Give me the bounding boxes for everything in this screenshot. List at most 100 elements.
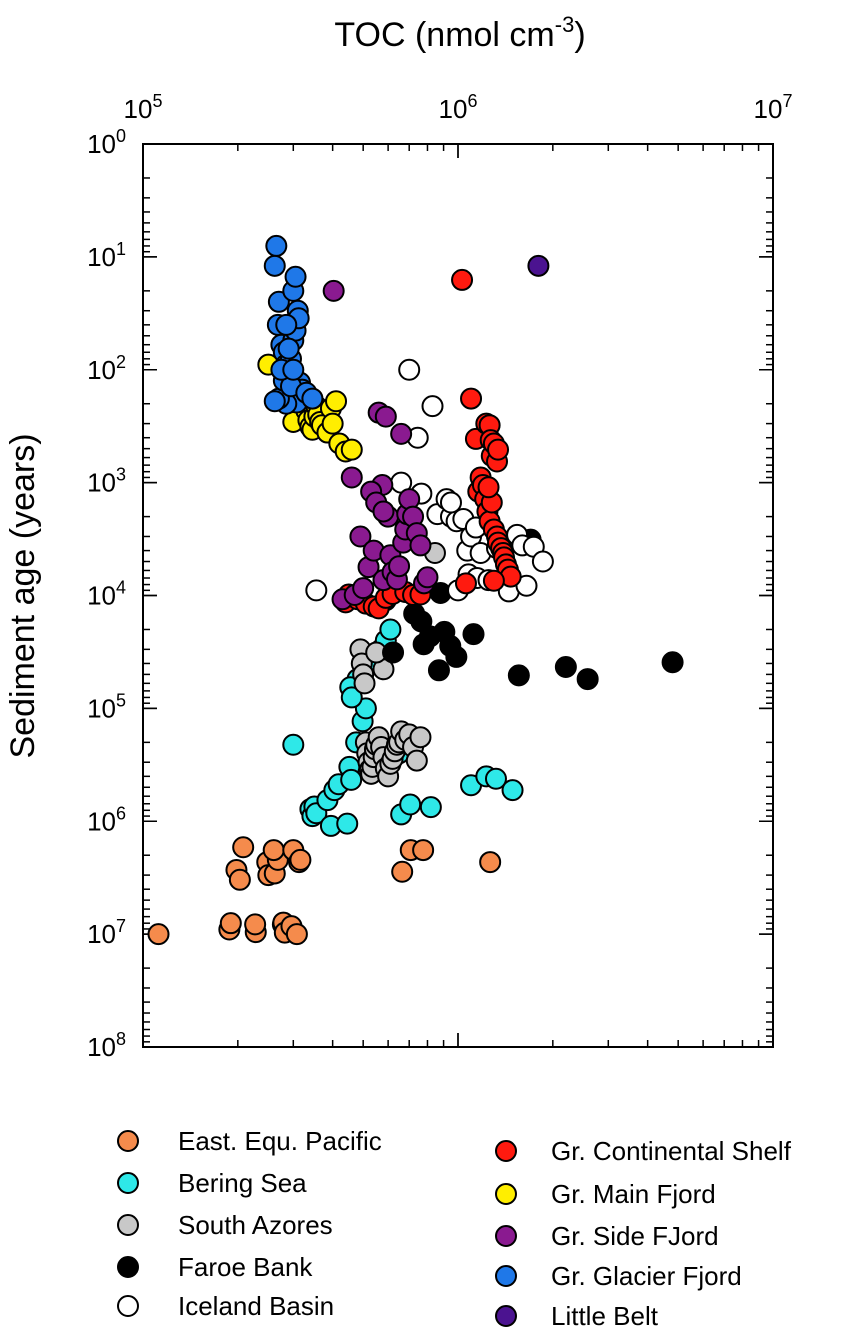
x-axis-title: TOC (nmol cm-3) <box>334 12 585 54</box>
data-point <box>301 387 324 410</box>
data-point <box>352 577 375 600</box>
data-point <box>265 234 288 257</box>
data-point <box>416 566 439 589</box>
data-point <box>262 839 285 862</box>
y-tick-label-exponent: 3 <box>116 465 126 485</box>
data-point <box>661 651 684 674</box>
data-point <box>419 796 442 819</box>
data-point <box>399 793 422 816</box>
legend-label: Gr. Side FJord <box>551 1221 719 1251</box>
y-tick-label-base: 10 <box>87 468 116 498</box>
data-point <box>353 672 376 695</box>
x-tick-label: 105 <box>124 91 163 124</box>
data-point <box>501 779 524 802</box>
data-point <box>340 438 363 461</box>
legend-marker <box>495 1140 517 1162</box>
legend-marker <box>495 1183 517 1205</box>
data-point <box>340 466 363 489</box>
data-point <box>147 923 170 946</box>
y-tick-label: 108 <box>87 1029 126 1062</box>
y-tick-label-exponent: 8 <box>116 1029 126 1049</box>
y-tick-label-base: 10 <box>87 355 116 385</box>
data-point <box>284 265 307 288</box>
data-point <box>285 923 308 946</box>
plot-frame <box>142 143 774 1048</box>
data-point <box>382 641 405 664</box>
data-point <box>349 525 372 548</box>
data-point <box>263 254 286 277</box>
x-tick-label-base: 10 <box>439 94 468 124</box>
legend-marker <box>117 1256 139 1278</box>
y-tick-label-base: 10 <box>87 581 116 611</box>
data-point <box>439 491 462 514</box>
data-point <box>379 618 402 641</box>
y-tick-label-exponent: 0 <box>116 126 126 146</box>
series-6 <box>257 353 363 463</box>
data-point <box>391 860 414 883</box>
data-point <box>277 337 300 360</box>
data-point <box>482 569 505 592</box>
y-tick-label: 101 <box>87 239 126 272</box>
y-tick-label-exponent: 5 <box>116 690 126 710</box>
data-point <box>527 254 550 277</box>
x-tick-label: 107 <box>754 91 793 124</box>
x-axis-title-close: ) <box>574 16 585 54</box>
y-tick-label-base: 10 <box>87 129 116 159</box>
legend-label: Gr. Glacier Fjord <box>551 1261 742 1291</box>
data-point <box>282 733 305 756</box>
legend-label: Iceland Basin <box>178 1291 334 1321</box>
y-tick-label: 106 <box>87 803 126 836</box>
x-tick-label-exponent: 7 <box>782 91 792 111</box>
data-point <box>507 664 530 687</box>
data-point <box>398 358 421 381</box>
data-point <box>374 405 397 428</box>
data-point <box>531 550 554 573</box>
data-points <box>147 234 684 946</box>
data-point <box>421 395 444 418</box>
y-tick-label: 102 <box>87 352 126 385</box>
series-9 <box>527 254 550 277</box>
legend-label: Faroe Bank <box>178 1252 313 1282</box>
y-tick-label: 107 <box>87 916 126 949</box>
y-tick-label-base: 10 <box>87 1032 116 1062</box>
x-tick-label: 106 <box>439 91 478 124</box>
legend-marker <box>495 1225 517 1247</box>
data-point <box>275 313 298 336</box>
data-point <box>554 656 577 679</box>
series-7 <box>322 279 439 611</box>
data-point <box>372 500 395 523</box>
y-tick-label-base: 10 <box>87 693 116 723</box>
y-tick-label-base: 10 <box>87 919 116 949</box>
series-2 <box>349 541 446 788</box>
x-tick-label-exponent: 6 <box>467 91 477 111</box>
data-point <box>451 268 474 291</box>
y-tick-label-exponent: 6 <box>116 803 126 823</box>
data-point <box>305 579 328 602</box>
legend-marker <box>117 1295 139 1317</box>
data-point <box>409 534 432 557</box>
data-point <box>479 851 502 874</box>
y-tick-label: 104 <box>87 578 126 611</box>
data-point <box>263 390 286 413</box>
data-point <box>405 749 428 772</box>
data-point <box>462 623 485 646</box>
data-point <box>228 868 251 891</box>
data-point <box>427 659 450 682</box>
data-point <box>321 412 344 435</box>
series-0 <box>147 836 502 946</box>
y-tick-label: 103 <box>87 465 126 498</box>
data-point <box>477 476 500 499</box>
series-3 <box>374 528 684 691</box>
data-point <box>289 848 312 871</box>
y-tick-label: 100 <box>87 126 126 159</box>
data-point <box>454 572 477 595</box>
data-point <box>219 912 242 935</box>
y-tick-label-exponent: 7 <box>116 916 126 936</box>
legend-label: Little Belt <box>551 1301 659 1331</box>
legend-label: Gr. Main Fjord <box>551 1179 716 1209</box>
legend-label: Bering Sea <box>178 1168 307 1198</box>
data-point <box>340 768 363 791</box>
legend-marker <box>495 1305 517 1327</box>
y-tick-label-exponent: 2 <box>116 352 126 372</box>
